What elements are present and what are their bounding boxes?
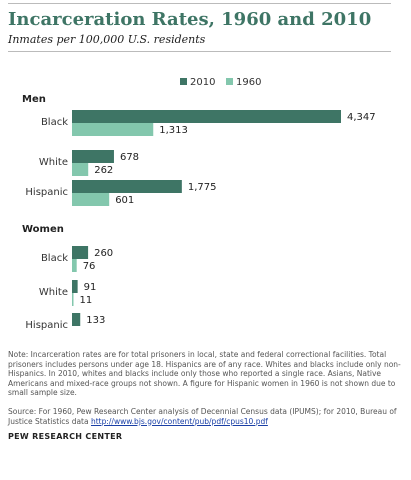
bar-women-white-2010 — [72, 280, 78, 293]
value-label-men-black-1960: 1,313 — [159, 125, 188, 136]
value-label-men-white-2010: 678 — [120, 152, 139, 163]
value-label-women-white-2010: 91 — [84, 282, 97, 293]
chart-title: Incarceration Rates, 1960 and 2010 — [8, 9, 372, 30]
group-label-men: Men — [22, 94, 46, 105]
source-link[interactable]: http://www.bjs.gov/content/pub/pdf/cpus1… — [90, 416, 268, 426]
value-label-men-white-1960: 262 — [94, 165, 113, 176]
top-rule — [8, 3, 391, 4]
category-label-men-black: Black — [41, 117, 68, 128]
value-label-men-hispanic-2010: 1,775 — [188, 182, 217, 193]
group-label-women: Women — [22, 224, 64, 235]
value-label-men-black-2010: 4,347 — [347, 112, 376, 123]
footer-credit: PEW RESEARCH CENTER — [8, 432, 123, 441]
bar-women-black-1960 — [72, 259, 77, 272]
category-label-women-hispanic: Hispanic — [25, 320, 68, 331]
chart-subtitle: Inmates per 100,000 U.S. residents — [8, 33, 206, 46]
value-label-women-white-1960: 11 — [80, 295, 93, 306]
bar-men-black-1960 — [72, 123, 154, 136]
subtitle-rule — [8, 51, 391, 52]
bar-men-hispanic-1960 — [72, 193, 110, 206]
legend-label-2010: 2010 — [190, 77, 215, 88]
bar-men-white-2010 — [72, 150, 114, 163]
value-label-women-hispanic-2010: 133 — [86, 315, 105, 326]
value-label-men-hispanic-1960: 601 — [115, 195, 134, 206]
chart-source: Source: For 1960, Pew Research Center an… — [8, 407, 403, 426]
legend-swatch-2010 — [180, 78, 187, 85]
bar-women-white-1960 — [72, 293, 74, 306]
bar-women-black-2010 — [72, 246, 89, 259]
bar-chart: 2010 1960 Men Black 4,347 1,313 White 678 262 His… — [22, 77, 376, 331]
legend-swatch-1960 — [226, 78, 233, 85]
category-label-women-black: Black — [41, 253, 68, 264]
category-label-men-white: White — [39, 157, 68, 168]
bar-men-hispanic-2010 — [72, 180, 182, 193]
category-label-women-white: White — [39, 287, 68, 298]
value-label-women-black-1960: 76 — [83, 261, 96, 272]
bar-women-hispanic-2010 — [72, 313, 81, 326]
bar-men-black-2010 — [72, 110, 341, 123]
category-label-men-hispanic: Hispanic — [25, 187, 68, 198]
chart-note: Note: Incarceration rates are for total … — [8, 350, 401, 398]
legend-label-1960: 1960 — [236, 77, 261, 88]
source-text: Source: For 1960, Pew Research Center an… — [8, 407, 397, 426]
bar-men-white-1960 — [72, 163, 89, 176]
value-label-women-black-2010: 260 — [94, 248, 113, 259]
